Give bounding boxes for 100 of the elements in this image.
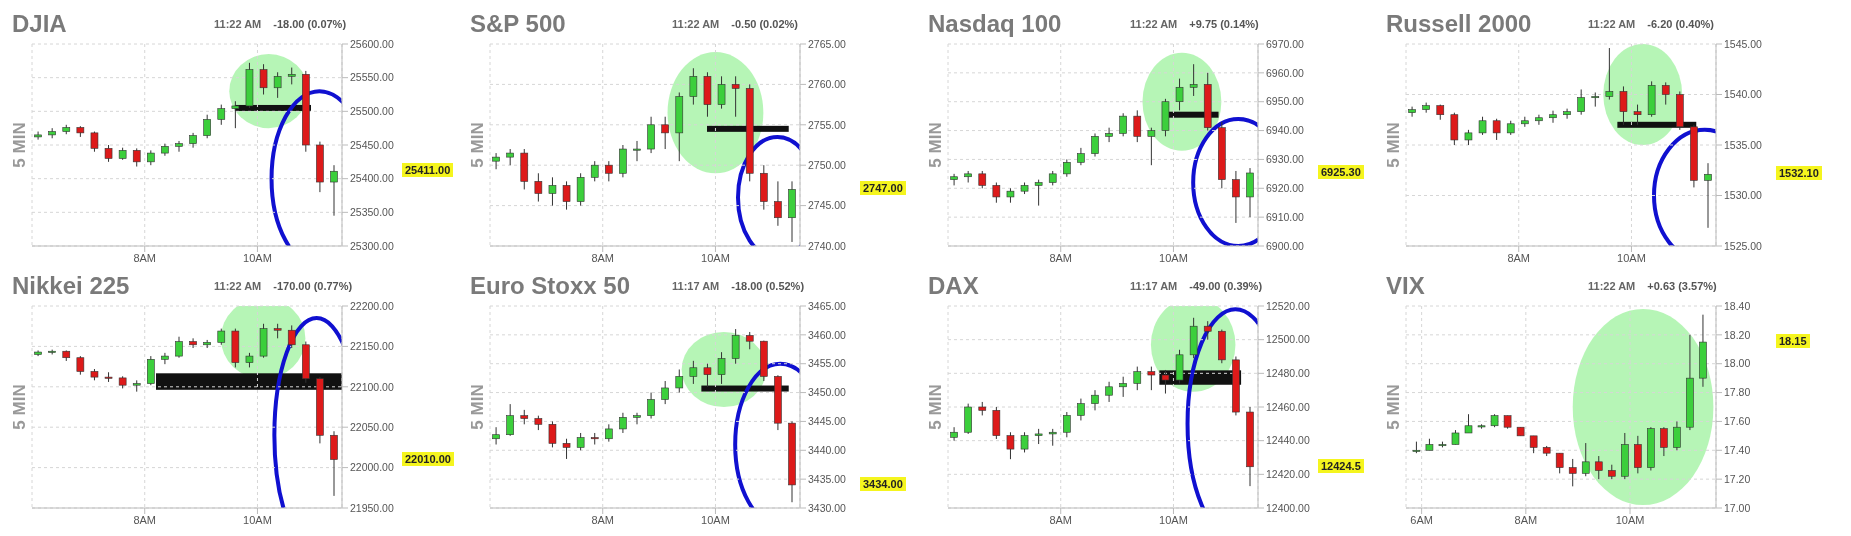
- y-tick-label: 6970.00: [1266, 37, 1305, 50]
- text: 11:17 AM: [1130, 280, 1178, 292]
- chart-title: DAX: [928, 272, 980, 300]
- y-tick-label: 18.40: [1724, 299, 1751, 312]
- y-tick-label: 3450.00: [808, 386, 847, 399]
- candlestick: [633, 412, 641, 425]
- x-tick-label: 10AM: [1159, 251, 1188, 264]
- x-tick-label: 10AM: [1159, 513, 1188, 526]
- y-tick-label: 12400.00: [1266, 501, 1310, 514]
- y-tick-label: 2760.00: [808, 78, 847, 91]
- y-tick-label: 3465.00: [808, 299, 847, 312]
- y-tick-label: 3440.00: [808, 444, 847, 457]
- y-axis-title: 5 MIN: [1384, 122, 1404, 168]
- candlestick: [703, 363, 712, 388]
- text: 11:22 AM: [672, 18, 720, 30]
- x-tick-label: 8AM: [1049, 251, 1073, 264]
- y-tick-label: 25500.00: [350, 105, 394, 118]
- y-tick-label: 3445.00: [808, 415, 847, 428]
- candlestick: [1464, 413, 1473, 434]
- candlestick: [189, 337, 197, 349]
- y-tick-label: 17.20: [1724, 472, 1751, 485]
- y-tick-label: 22100.00: [350, 380, 394, 393]
- y-tick-label: 22050.00: [350, 420, 394, 433]
- x-tick-label: 8AM: [133, 513, 157, 526]
- y-tick-label: 1530.00: [1724, 189, 1763, 202]
- text: 11:22 AM: [1130, 18, 1178, 30]
- x-tick-label: 6AM: [1410, 513, 1433, 526]
- candlestick: [1704, 162, 1712, 229]
- y-axis-title: 5 MIN: [468, 122, 488, 168]
- candlestick: [1661, 81, 1670, 106]
- candlestick: [1133, 366, 1142, 391]
- y-tick-label: 18.20: [1724, 328, 1751, 341]
- candlestick: [675, 368, 684, 394]
- candlestick: [1119, 112, 1127, 137]
- text: -6.20 (0.40%): [1647, 18, 1714, 30]
- y-axis-title: 5 MIN: [1384, 384, 1404, 430]
- text: -18.00 (0.07%): [273, 18, 347, 30]
- text: +9.75 (0.14%): [1189, 18, 1259, 30]
- x-tick-label: 10AM: [243, 251, 272, 264]
- y-tick-label: 6920.00: [1266, 182, 1305, 195]
- text: -0.50 (0.02%): [731, 18, 798, 30]
- y-tick-label: 17.40: [1724, 444, 1751, 457]
- candlestick: [273, 71, 282, 99]
- y-tick-label: 22200.00: [350, 299, 394, 312]
- candlestick: [1673, 420, 1681, 451]
- x-tick-label: 8AM: [1507, 251, 1531, 264]
- y-tick-label: 2750.00: [808, 158, 847, 171]
- y-tick-label: 1535.00: [1724, 138, 1763, 151]
- y-tick-label: 3435.00: [808, 472, 847, 485]
- candlestick: [1563, 108, 1571, 120]
- x-tick-label: 8AM: [1514, 513, 1538, 526]
- candlestick: [506, 403, 514, 437]
- text: 11:17 AM: [672, 280, 720, 292]
- y-tick-label: 3460.00: [808, 328, 847, 341]
- candlestick: [1091, 389, 1099, 411]
- candlestick: [1549, 110, 1557, 124]
- candlestick: [633, 140, 641, 162]
- x-tick-label: 10AM: [701, 251, 730, 264]
- candlestick: [1619, 85, 1628, 126]
- candlestick: [647, 392, 655, 420]
- text: 11:22 AM: [214, 18, 262, 30]
- y-tick-label: 2755.00: [808, 118, 847, 131]
- y-tick-label: 25600.00: [350, 37, 394, 50]
- text: 11:22 AM: [214, 280, 262, 292]
- candlestick: [1577, 88, 1585, 116]
- text: -170.00 (0.77%): [273, 280, 353, 292]
- candlestick: [590, 160, 599, 182]
- y-tick-label: 6930.00: [1266, 153, 1305, 166]
- chart-title: Russell 2000: [1386, 10, 1533, 38]
- candlestick: [1555, 452, 1564, 474]
- y-tick-label: 17.80: [1724, 386, 1751, 399]
- candlestick: [689, 67, 698, 106]
- candlestick: [259, 63, 268, 95]
- candlestick: [950, 426, 958, 442]
- candlestick: [1063, 411, 1071, 438]
- y-tick-label: 6910.00: [1266, 210, 1305, 223]
- text: 11:22 AM: [1588, 280, 1636, 292]
- candlestick: [1591, 91, 1600, 108]
- candlestick: [717, 75, 726, 110]
- y-tick-label: 22000.00: [350, 461, 394, 474]
- candlestick: [1478, 116, 1487, 136]
- candlestick: [1633, 104, 1642, 126]
- candlestick: [1568, 458, 1577, 487]
- candlestick: [203, 114, 211, 139]
- candlestick: [1535, 114, 1543, 126]
- x-tick-label: 10AM: [1617, 251, 1646, 264]
- candlestick: [1161, 369, 1170, 395]
- candlestick: [774, 180, 782, 227]
- chart-title: Euro Stoxx 50: [470, 272, 632, 300]
- candlestick: [534, 172, 543, 203]
- x-tick-label: 8AM: [133, 251, 157, 264]
- candlestick: [330, 164, 338, 217]
- candlestick: [1232, 170, 1240, 224]
- candlestick: [1105, 127, 1113, 143]
- candlestick: [231, 100, 240, 129]
- y-axis-title: 5 MIN: [468, 384, 488, 430]
- candlestick: [731, 328, 740, 365]
- candlestick: [1147, 127, 1156, 166]
- y-axis-title: 5 MIN: [10, 384, 30, 430]
- candlestick: [1119, 376, 1127, 398]
